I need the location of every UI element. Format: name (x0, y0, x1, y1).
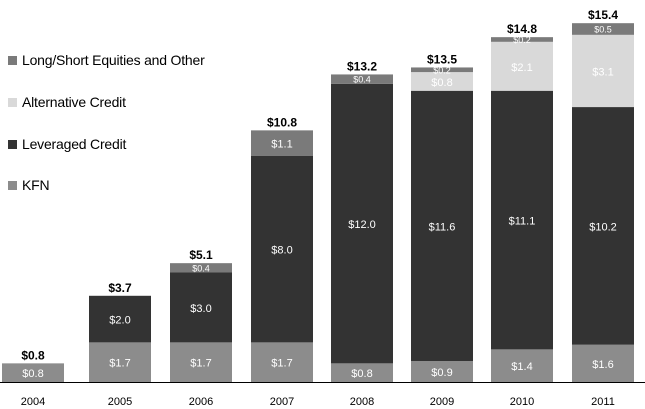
legend-swatch-alternative-credit (8, 97, 17, 107)
legend-item-kfn: KFN (8, 177, 50, 193)
bar-segment-kfn-2008 (331, 363, 393, 382)
bar-segment-leveraged-credit-2008 (331, 83, 393, 364)
segment-label-kfn-2008: $0.8 (351, 368, 372, 380)
x-tick-label-2006: 2006 (189, 396, 213, 408)
segment-label-alternative-credit-2011: $3.1 (592, 66, 613, 78)
segment-label-kfn-2009: $0.9 (431, 367, 452, 379)
segment-label-kfn-2010: $1.4 (511, 361, 532, 373)
segment-label-long-short-equities-and-other-2010: $0.2 (513, 35, 531, 45)
total-label-2009: $13.5 (427, 52, 457, 66)
segment-label-kfn-2004: $0.8 (22, 368, 43, 380)
segment-label-leveraged-credit-2005: $2.0 (109, 315, 130, 327)
bar-segment-kfn-2010 (491, 349, 553, 382)
bar-segment-leveraged-credit-2007 (251, 155, 313, 343)
legend-label-long-short-equities: Long/Short Equities and Other (22, 52, 205, 68)
segment-label-long-short-equities-and-other-2008: $0.4 (353, 75, 371, 85)
segment-label-alternative-credit-2010: $2.1 (511, 62, 532, 74)
bar-segment-alternative-credit-2009 (411, 72, 473, 91)
segment-label-kfn-2006: $1.7 (190, 358, 211, 370)
bar-segment-kfn-2005 (89, 342, 151, 382)
bar-segment-long-short-equities-and-other-2006 (170, 263, 232, 273)
legend-label-alternative-credit: Alternative Credit (22, 94, 126, 110)
legend-swatch-kfn (8, 180, 17, 190)
bar-segment-leveraged-credit-2011 (572, 107, 634, 345)
total-label-2007: $10.8 (267, 115, 297, 129)
bar-segment-alternative-credit-2011 (572, 34, 634, 108)
segment-label-leveraged-credit-2011: $10.2 (589, 221, 617, 233)
total-label-2006: $5.1 (189, 248, 213, 262)
legend-item-leveraged-credit: Leveraged Credit (8, 136, 126, 152)
bar-segment-leveraged-credit-2010 (491, 90, 553, 350)
segment-label-leveraged-credit-2007: $8.0 (271, 245, 292, 257)
segment-label-leveraged-credit-2010: $11.1 (509, 216, 536, 228)
bar-segment-kfn-2004 (2, 363, 64, 382)
total-label-2008: $13.2 (347, 59, 377, 73)
legend-item-long-short-equities: Long/Short Equities and Other (8, 52, 205, 68)
bar-segment-long-short-equities-and-other-2008 (331, 74, 393, 84)
x-tick-label-2010: 2010 (510, 396, 534, 408)
x-tick-label-2008: 2008 (350, 396, 374, 408)
bar-segment-long-short-equities-and-other-2007 (251, 130, 313, 156)
segment-label-leveraged-credit-2009: $11.6 (429, 221, 456, 233)
x-tick-label-2005: 2005 (108, 396, 132, 408)
x-tick-label-2004: 2004 (21, 396, 45, 408)
bar-segment-kfn-2009 (411, 361, 473, 382)
bar-segment-kfn-2007 (251, 342, 313, 382)
legend-item-alternative-credit: Alternative Credit (8, 94, 126, 110)
bar-segment-leveraged-credit-2005 (89, 295, 151, 343)
total-label-2010: $14.8 (507, 22, 537, 36)
x-tick-label-2009: 2009 (430, 396, 454, 408)
segment-label-long-short-equities-and-other-2009: $0.2 (433, 65, 451, 75)
segment-label-long-short-equities-and-other-2011: $0.5 (594, 25, 612, 35)
segment-label-kfn-2011: $1.6 (592, 359, 613, 371)
x-tick-label-2011: 2011 (591, 396, 615, 408)
segment-label-long-short-equities-and-other-2006: $0.4 (192, 263, 210, 273)
segment-label-kfn-2005: $1.7 (109, 358, 130, 370)
legend-label-leveraged-credit: Leveraged Credit (22, 136, 127, 152)
total-label-2011: $15.4 (588, 8, 618, 22)
x-tick-label-2007: 2007 (270, 396, 294, 408)
segment-label-leveraged-credit-2008: $12.0 (348, 219, 376, 231)
legend-swatch-leveraged-credit (8, 139, 17, 149)
bar-segment-leveraged-credit-2006 (170, 272, 232, 343)
bar-segment-kfn-2006 (170, 342, 232, 382)
bar-segment-long-short-equities-and-other-2010 (491, 37, 553, 42)
bar-segment-kfn-2011 (572, 344, 634, 382)
bar-segment-long-short-equities-and-other-2011 (572, 23, 634, 35)
bar-segment-long-short-equities-and-other-2009 (411, 67, 473, 73)
segment-label-long-short-equities-and-other-2007: $1.1 (271, 139, 292, 151)
segment-label-alternative-credit-2009: $0.8 (431, 77, 452, 89)
segment-label-kfn-2007: $1.7 (271, 358, 292, 370)
legend-label-kfn: KFN (22, 177, 50, 193)
total-label-2005: $3.7 (108, 281, 132, 295)
segment-label-leveraged-credit-2006: $3.0 (190, 303, 211, 315)
bar-segment-alternative-credit-2010 (491, 41, 553, 91)
bar-segment-leveraged-credit-2009 (411, 90, 473, 362)
total-label-2004: $0.8 (21, 348, 45, 362)
legend-swatch-long-short-equities (8, 55, 17, 65)
